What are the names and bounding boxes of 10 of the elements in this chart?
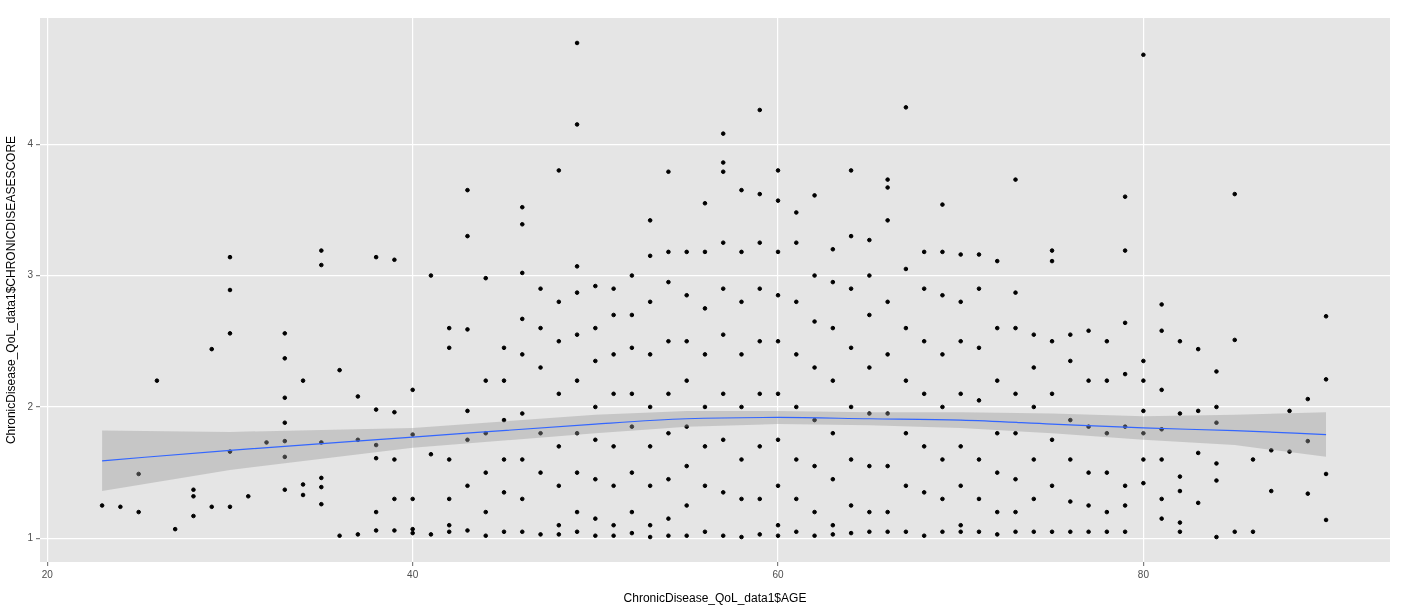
x-tick-label: 20	[41, 568, 54, 580]
y-axis-title: ChronicDisease_QoL_data1$CHRONICDISEASESCORE	[3, 135, 18, 445]
y-tick-label: 2	[27, 400, 34, 412]
y-tick-label: 4	[27, 137, 34, 149]
y-tick-label: 1	[27, 532, 34, 544]
x-tick-label: 60	[772, 568, 785, 580]
x-tick-label: 80	[1137, 568, 1150, 580]
x-axis-title: ChronicDisease_QoL_data1$AGE	[623, 591, 807, 606]
y-tick-label: 3	[27, 269, 34, 281]
x-tick-label: 40	[407, 568, 419, 580]
